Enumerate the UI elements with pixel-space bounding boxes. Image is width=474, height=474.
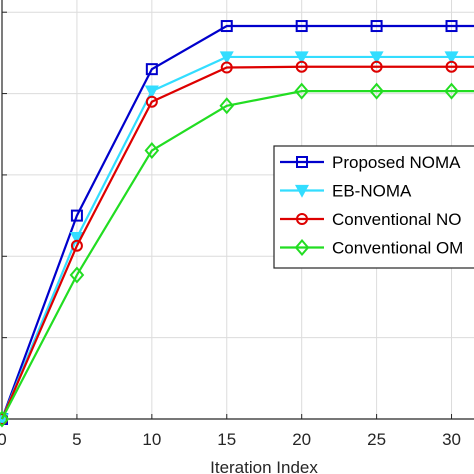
data-point-diamond bbox=[294, 238, 310, 257]
data-point-triangle bbox=[144, 85, 159, 99]
data-point-square bbox=[220, 20, 233, 33]
data-point-square bbox=[296, 156, 308, 168]
data-point-circle bbox=[370, 60, 383, 73]
x-tick-label: 10 bbox=[142, 430, 161, 449]
legend-item: Proposed NOMA bbox=[280, 153, 461, 172]
legend-item: Conventional OM bbox=[280, 239, 463, 258]
series-conventional-om bbox=[0, 82, 474, 428]
x-tick-label: 30 bbox=[442, 430, 461, 449]
series-line bbox=[0, 55, 474, 420]
data-point-square bbox=[370, 20, 383, 33]
tick-labels: 0 5 10 15 20 25 30 bbox=[0, 430, 461, 449]
legend-label: EB-NOMA bbox=[332, 182, 412, 201]
data-point-triangle bbox=[444, 51, 459, 65]
legend: Proposed NOMA EB-NOMA Conventional NO Conve… bbox=[273, 145, 474, 269]
data-point-circle bbox=[70, 239, 83, 252]
data-point-circle bbox=[220, 61, 233, 74]
series-group bbox=[0, 20, 474, 428]
series-line bbox=[0, 24, 474, 420]
series-line bbox=[0, 65, 474, 420]
x-tick-label: 5 bbox=[72, 430, 81, 449]
data-point-circle bbox=[445, 60, 458, 73]
legend-item: EB-NOMA bbox=[280, 182, 412, 201]
x-tick-label: 20 bbox=[292, 430, 311, 449]
x-tick-label: 15 bbox=[217, 430, 236, 449]
data-point-circle bbox=[295, 60, 308, 73]
data-point-diamond bbox=[294, 82, 309, 100]
data-point-diamond bbox=[69, 266, 85, 284]
data-point-circle bbox=[145, 95, 158, 108]
data-point-triangle bbox=[369, 51, 384, 65]
legend-label: Conventional OM bbox=[332, 239, 463, 258]
data-point-square bbox=[445, 20, 458, 33]
data-point-square bbox=[295, 20, 308, 33]
data-point-diamond bbox=[444, 82, 459, 100]
data-point-diamond bbox=[369, 82, 384, 100]
data-point-triangle bbox=[294, 51, 309, 65]
series-line bbox=[1, 90, 474, 420]
data-point-square bbox=[145, 63, 158, 76]
x-tick-label: 0 bbox=[0, 430, 7, 449]
series-conventional-no bbox=[0, 60, 474, 425]
x-axis-label: Iteration Index bbox=[210, 458, 318, 474]
data-point-square bbox=[70, 209, 83, 222]
legend-label: Proposed NOMA bbox=[332, 153, 461, 172]
data-point-circle bbox=[296, 213, 308, 225]
data-point-diamond bbox=[144, 141, 160, 160]
data-point-diamond bbox=[0, 410, 10, 428]
series-eb-noma bbox=[0, 51, 474, 427]
legend-item: Conventional NO bbox=[280, 210, 461, 229]
data-point-triangle bbox=[294, 184, 310, 198]
axes bbox=[1, 0, 474, 420]
legend-label: Conventional NO bbox=[332, 210, 461, 229]
x-tick-label: 25 bbox=[367, 430, 386, 449]
data-point-diamond bbox=[219, 97, 235, 115]
data-point-triangle bbox=[219, 51, 234, 65]
